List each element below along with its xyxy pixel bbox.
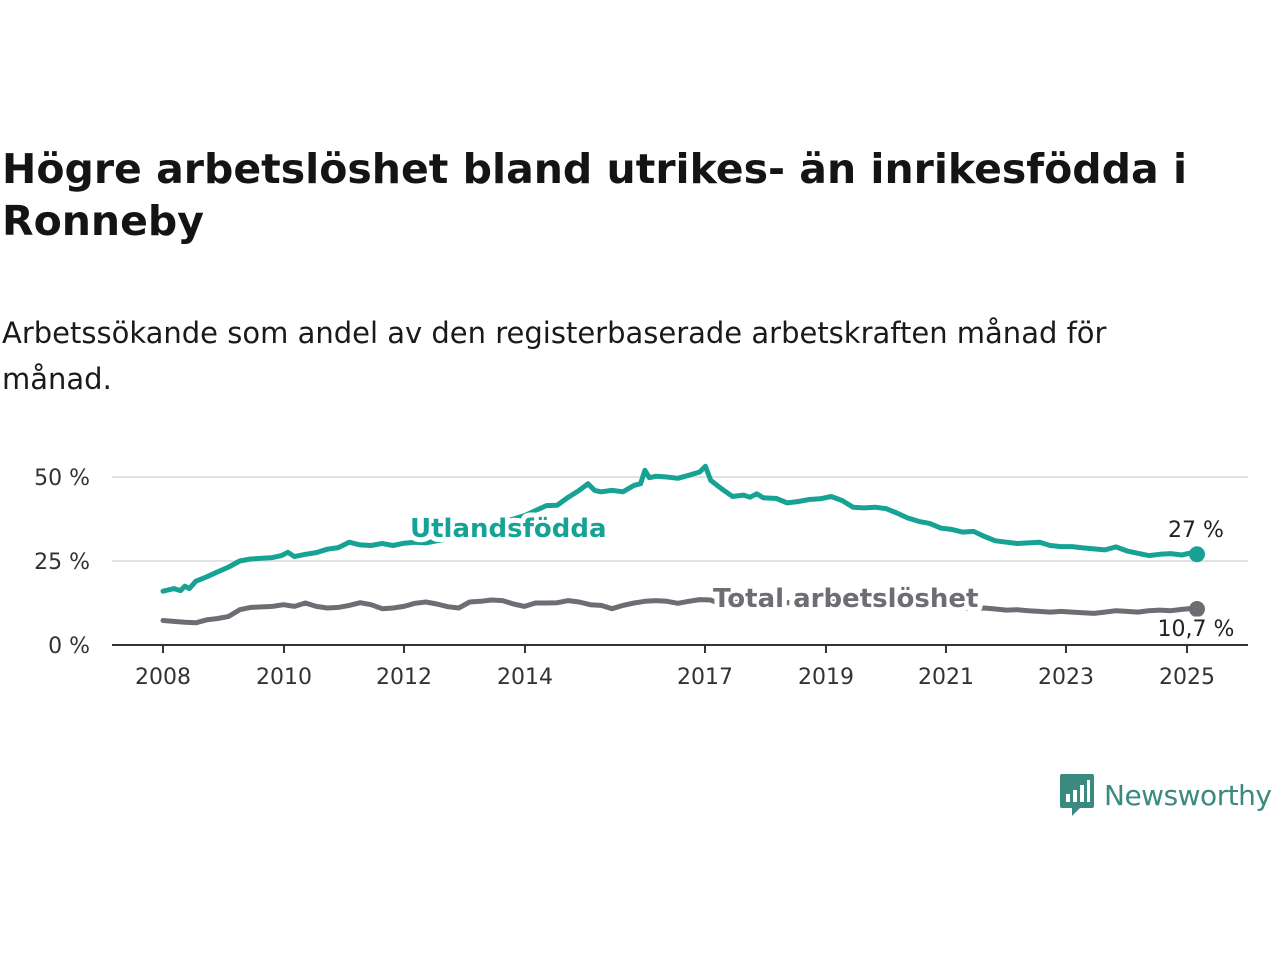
x-tick-label: 2023 [1038, 665, 1094, 690]
end-value-label: 27 % [1168, 518, 1224, 543]
x-tick-label: 2008 [135, 665, 191, 690]
x-tick-label: 2012 [376, 665, 432, 690]
chart-subtitle: Arbetssökande som andel av den registerb… [2, 316, 1107, 396]
brand-name: Newsworthy [1104, 778, 1272, 812]
series-label-halo: Total arbetslöshet [713, 584, 978, 614]
end-value-halo: 27 % [1168, 518, 1224, 543]
series-label-total: Total arbetslöshet [713, 584, 978, 614]
y-tick-label: 25 % [34, 550, 90, 575]
y-tick-label: 0 % [48, 634, 90, 659]
gridlines: 0 % 25 % 50 % [34, 466, 1248, 659]
x-tick-label: 2010 [256, 665, 312, 690]
series-line-utlandsfodda [160, 463, 1200, 594]
x-axis: 2008 2010 2012 2014 2017 2019 2021 2023 2025 [112, 644, 1248, 690]
y-tick-label: 50 % [34, 466, 90, 491]
x-tick-label: 2019 [798, 665, 854, 690]
end-value-halo: 10,7 % [1158, 617, 1235, 642]
series-line-total [160, 595, 1200, 626]
x-tick-label: 2025 [1159, 665, 1215, 690]
x-tick-label: 2017 [677, 665, 733, 690]
series-end-point [1189, 546, 1205, 563]
line-chart: 0 % 25 % 50 % 2008 2010 2012 2014 2017 2019 2021… [34, 463, 1248, 690]
series-label-halo: Utlandsfödda [410, 514, 607, 544]
series-lines [160, 463, 1205, 626]
series-end-point [1189, 601, 1205, 618]
newsworthy-brand: Newsworthy [1058, 772, 1272, 818]
end-value-label: 10,7 % [1158, 617, 1235, 642]
x-tick-label: 2014 [497, 665, 553, 690]
x-tick-label: 2021 [918, 665, 974, 690]
chart-title: Högre arbetslöshet bland utrikes- än inr… [2, 145, 1187, 245]
newsworthy-logo-icon [1060, 774, 1094, 816]
series-label-utlandsfodda: Utlandsfödda [410, 514, 607, 544]
